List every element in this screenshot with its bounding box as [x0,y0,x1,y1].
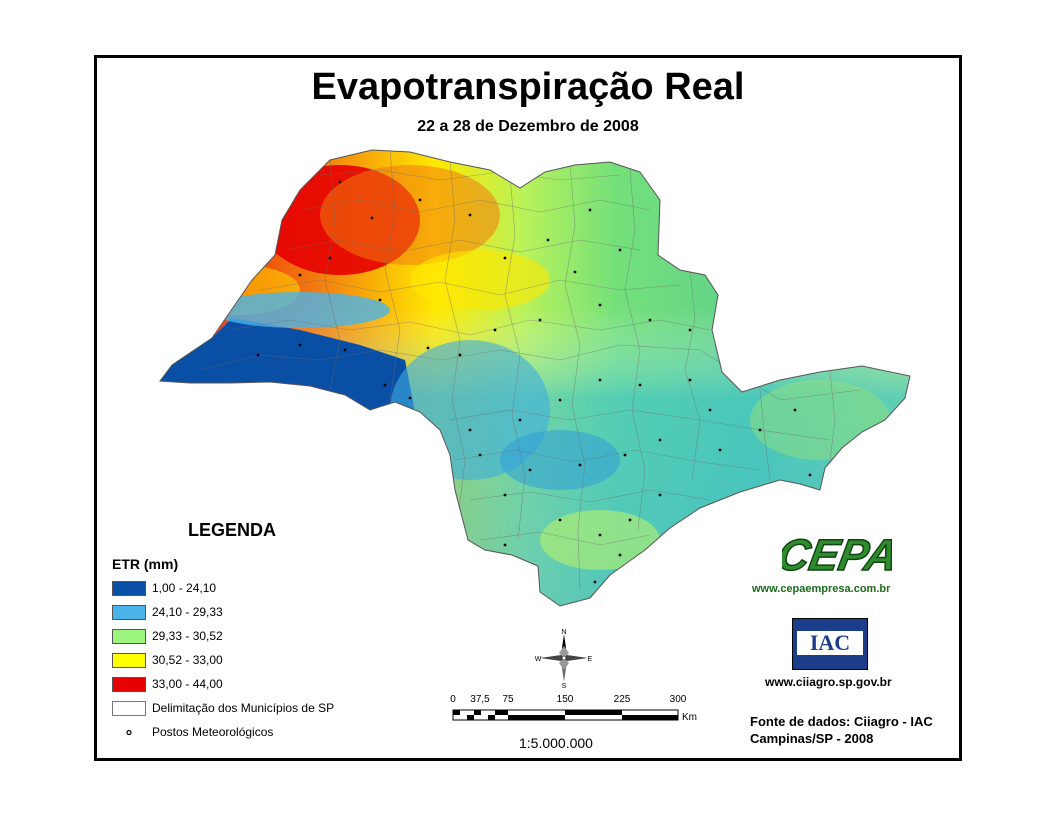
compass-north: N [561,629,566,636]
station-dot-icon [126,729,132,736]
legend-class-label: 30,52 - 33,00 [152,653,223,667]
compass-west: W [535,656,542,663]
scale-tick: 37,5 [470,694,490,705]
map-frame [94,55,962,761]
cepa-url: www.cepaempresa.com.br [752,583,891,595]
legend-class-label: 24,10 - 29,33 [152,605,223,619]
scale-tick: 0 [450,694,456,705]
sao-paulo-etr-map [159,149,911,607]
legend-stations-label: Postos Meteorológicos [152,725,274,739]
legend-class-label: 1,00 - 24,10 [152,581,217,595]
legend-heading: LEGENDA [188,520,277,540]
compass-south: S [562,683,567,688]
scale-tick: 225 [614,694,631,705]
legend-swatch [112,605,146,620]
north-arrow-compass-icon: N S E W [535,629,593,688]
ciiagro-url: www.ciiagro.sp.gov.br [765,675,892,689]
scale-tick: 75 [502,694,514,705]
data-source-place: Campinas/SP - 2008 [750,731,874,746]
map-title: Evapotranspiração Real [311,66,745,108]
legend-swatch [112,629,146,644]
iac-logo: IAC [792,618,868,670]
legend-swatch [112,653,146,668]
map-subtitle: 22 a 28 de Dezembro de 2008 [417,118,639,135]
legend-unit: ETR (mm) [112,556,179,572]
legend-class-label: 33,00 - 44,00 [152,677,223,691]
cepa-logo-text: CEPA [782,531,892,580]
scale-bar: 0 37,5 75 150 225 300 Km [450,694,697,723]
scale-tick: 150 [557,694,574,705]
legend-boundary-label: Delimitação dos Municípios de SP [152,701,335,715]
scale-ratio: 1:5.000.000 [519,735,593,751]
cepa-logo: CEPA [782,531,892,581]
compass-east: E [588,656,593,663]
scale-unit: Km [682,712,697,723]
iac-logo-text: IAC [797,631,863,655]
legend-swatch [112,677,146,692]
scale-tick: 300 [670,694,687,705]
data-source: Fonte de dados: Ciiagro - IAC [750,714,933,729]
legend-swatch [112,581,146,596]
legend-boundary-swatch [112,701,146,716]
legend-class-label: 29,33 - 30,52 [152,629,223,643]
